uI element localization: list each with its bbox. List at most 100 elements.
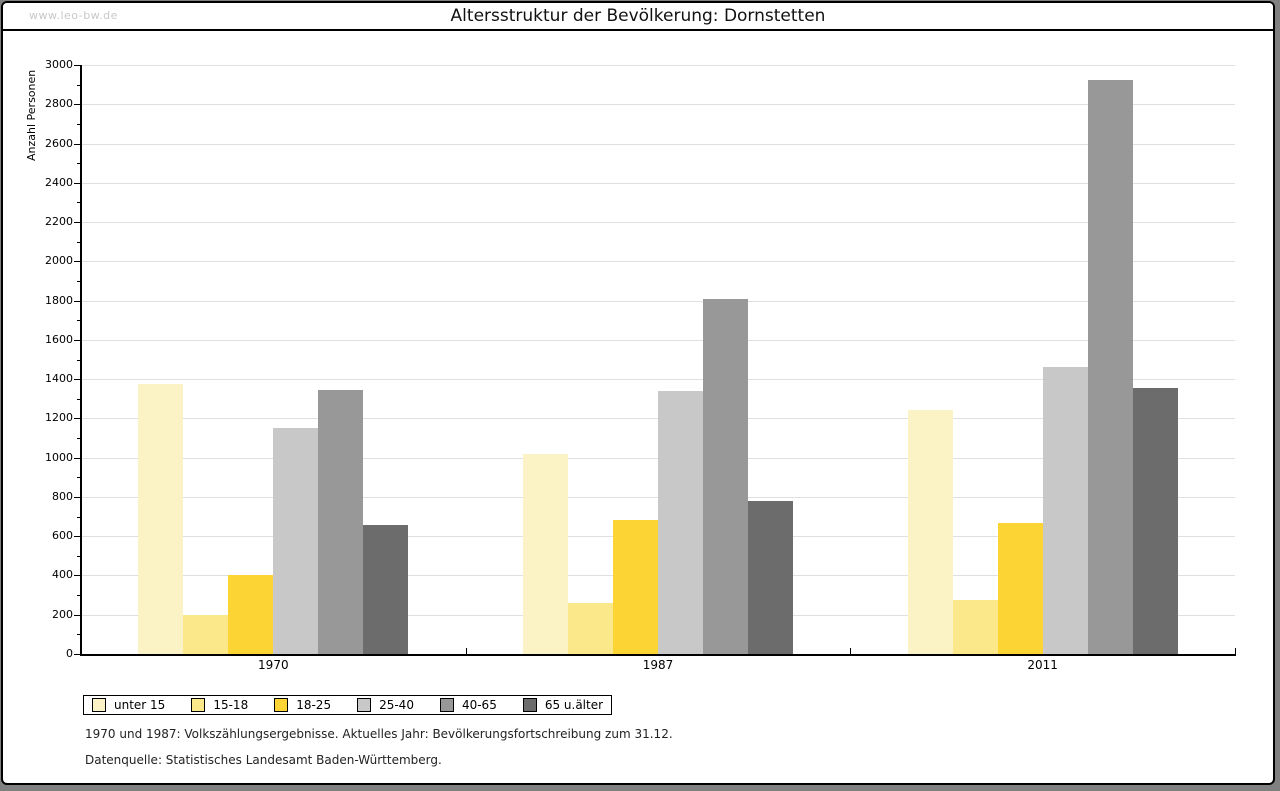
y-tick [74, 536, 81, 538]
x-category-label: 1987 [642, 658, 674, 672]
y-tick [74, 261, 81, 263]
gridline [81, 261, 1235, 263]
window-header: www.leo-bw.de Altersstruktur der Bevölke… [3, 3, 1273, 31]
x-axis-line [80, 654, 1236, 656]
legend-swatch-icon [439, 698, 454, 712]
y-tick-label: 2400 [45, 175, 73, 189]
y-tick [74, 575, 81, 577]
legend-item: 25-40 [357, 698, 414, 712]
y-tick-label: 400 [52, 568, 73, 582]
gridline [81, 300, 1235, 302]
bar-25-40-1970 [273, 428, 319, 654]
bar-25-40-1987 [658, 390, 703, 654]
x-category-label: 2011 [1027, 658, 1058, 672]
gridline [81, 339, 1235, 341]
legend-item: 18-25 [274, 698, 331, 712]
legend-label: 65 u.älter [544, 697, 604, 712]
y-minor-tick [77, 477, 81, 479]
y-tick-label: 1000 [45, 450, 73, 464]
gridline [81, 222, 1235, 224]
y-minor-tick [77, 398, 81, 400]
y-tick-label: 2600 [45, 136, 73, 150]
y-tick-label: 2000 [45, 254, 73, 268]
y-tick-label: 200 [52, 607, 73, 621]
bar-65-u.älter-2011 [1132, 387, 1178, 654]
y-minor-tick [77, 516, 81, 518]
y-tick [74, 614, 81, 616]
page-title: Altersstruktur der Bevölkerung: Dornstet… [450, 6, 826, 26]
bar-18-25-2011 [997, 523, 1043, 654]
bar-15-18-2011 [952, 600, 998, 654]
x-category-label: 1970 [258, 658, 289, 672]
legend-label: 18-25 [296, 697, 332, 712]
legend-swatch-icon [274, 698, 289, 712]
gridline [81, 65, 1235, 66]
y-tick [74, 379, 81, 381]
y-tick [74, 339, 81, 341]
gridline [81, 104, 1235, 106]
gridline [81, 182, 1235, 184]
y-minor-tick [77, 280, 81, 282]
y-tick [74, 104, 81, 106]
x-tick [1235, 648, 1236, 654]
x-tick [465, 648, 467, 654]
bar-chart: 0 200 400 600 800 1000 1200 1400 1600 1800 2000 220… [3, 3, 1273, 783]
bar-40-65-2011 [1087, 79, 1133, 654]
y-tick [74, 143, 81, 145]
y-tick-label: 1400 [45, 372, 73, 386]
y-minor-tick [77, 634, 81, 636]
bar-25-40-2011 [1042, 367, 1088, 654]
y-tick [74, 65, 81, 66]
legend-swatch-icon [191, 698, 206, 712]
y-minor-tick [77, 555, 81, 557]
bar-40-65-1987 [703, 298, 748, 654]
y-minor-tick [77, 84, 81, 86]
legend-swatch-icon [357, 698, 372, 712]
footnote-line1: 1970 und 1987: Volkszählungsergebnisse. … [85, 727, 673, 741]
y-tick-label: 1600 [45, 332, 73, 346]
y-tick-label: 1800 [45, 293, 73, 307]
y-minor-tick [77, 438, 81, 440]
bar-15-18-1970 [183, 614, 229, 654]
bar-18-25-1987 [613, 520, 658, 654]
y-tick [74, 222, 81, 224]
gridline [81, 143, 1235, 145]
legend-swatch-icon [522, 698, 537, 712]
y-tick [74, 654, 81, 655]
x-tick [850, 648, 852, 654]
legend-item: 40-65 [439, 697, 497, 712]
y-tick [74, 300, 81, 302]
y-tick-label: 3000 [45, 58, 73, 71]
y-tick [74, 182, 81, 184]
y-tick-label: 800 [52, 489, 73, 503]
y-minor-tick [77, 359, 81, 361]
y-minor-tick [77, 320, 81, 322]
legend-item: 15-18 [191, 698, 248, 712]
legend-swatch-icon [92, 698, 106, 712]
bar-15-18-1987 [568, 602, 613, 654]
y-tick [74, 418, 81, 420]
y-minor-tick [77, 163, 81, 165]
y-minor-tick [77, 202, 81, 204]
y-tick-label: 2800 [45, 97, 73, 111]
legend-item: unter 15 [92, 698, 165, 712]
y-axis-line [80, 65, 82, 656]
bar-18-25-1970 [228, 575, 274, 654]
gridline [81, 379, 1235, 381]
y-tick [74, 496, 81, 498]
y-tick-label: 1200 [45, 411, 73, 425]
bar-65-u.älter-1970 [363, 525, 409, 654]
bar-40-65-1970 [318, 389, 364, 654]
legend-label: 15-18 [213, 697, 249, 712]
legend-label: unter 15 [114, 697, 166, 712]
legend-label: 25-40 [379, 697, 414, 712]
legend-label: 40-65 [461, 697, 497, 712]
bar-unter-15-1987 [523, 453, 568, 654]
footnote-line2: Datenquelle: Statistisches Landesamt Bad… [85, 753, 442, 767]
y-minor-tick [77, 595, 81, 597]
y-tick-label: 600 [52, 529, 73, 543]
bar-unter-15-2011 [907, 409, 953, 654]
y-minor-tick [77, 241, 81, 243]
